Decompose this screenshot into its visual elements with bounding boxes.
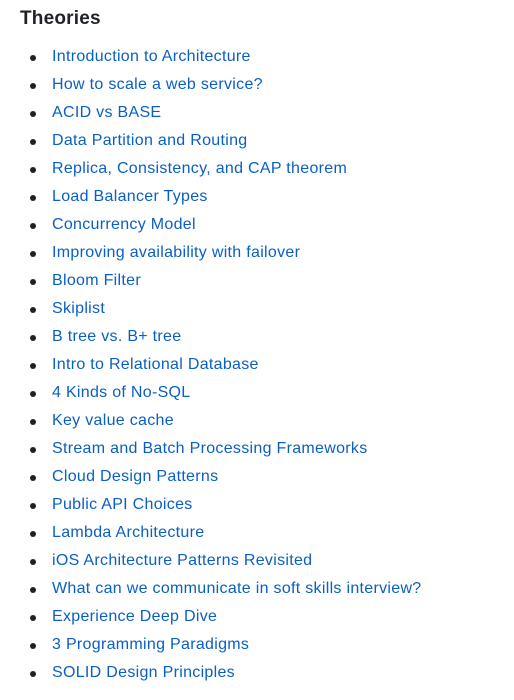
bullet-icon	[30, 111, 36, 117]
list-item: Concurrency Model	[20, 211, 514, 239]
topic-link[interactable]: ACID vs BASE	[52, 104, 162, 121]
bullet-icon	[30, 139, 36, 145]
list-item: Replica, Consistency, and CAP theorem	[20, 155, 514, 183]
bullet-icon	[30, 391, 36, 397]
topic-link[interactable]: Key value cache	[52, 412, 174, 429]
bullet-icon	[30, 671, 36, 677]
bullet-icon	[30, 195, 36, 201]
bullet-icon	[30, 503, 36, 509]
list-item: Bloom Filter	[20, 267, 514, 295]
topic-list: Introduction to Architecture How to scal…	[20, 43, 514, 687]
topic-link[interactable]: What can we communicate in soft skills i…	[52, 580, 422, 597]
list-item: Key value cache	[20, 407, 514, 435]
topic-link[interactable]: Skiplist	[52, 300, 106, 317]
topic-link[interactable]: Load Balancer Types	[52, 188, 208, 205]
bullet-icon	[30, 167, 36, 173]
topic-link[interactable]: Lambda Architecture	[52, 524, 205, 541]
topic-link[interactable]: B tree vs. B+ tree	[52, 328, 182, 345]
list-item: Intro to Relational Database	[20, 351, 514, 379]
bullet-icon	[30, 615, 36, 621]
bullet-icon	[30, 531, 36, 537]
topic-link[interactable]: Data Partition and Routing	[52, 132, 248, 149]
topic-link[interactable]: Bloom Filter	[52, 272, 141, 289]
list-item: Skiplist	[20, 295, 514, 323]
list-item: Data Partition and Routing	[20, 127, 514, 155]
topic-link[interactable]: Introduction to Architecture	[52, 48, 251, 65]
list-item: What can we communicate in soft skills i…	[20, 575, 514, 603]
list-item: iOS Architecture Patterns Revisited	[20, 547, 514, 575]
list-item: Load Balancer Types	[20, 183, 514, 211]
bullet-icon	[30, 447, 36, 453]
bullet-icon	[30, 83, 36, 89]
list-item: Improving availability with failover	[20, 239, 514, 267]
topic-link[interactable]: Concurrency Model	[52, 216, 196, 233]
topic-link[interactable]: Stream and Batch Processing Frameworks	[52, 440, 368, 457]
topic-link[interactable]: Replica, Consistency, and CAP theorem	[52, 160, 348, 177]
list-item: 4 Kinds of No-SQL	[20, 379, 514, 407]
bullet-icon	[30, 643, 36, 649]
list-item: Lambda Architecture	[20, 519, 514, 547]
bullet-icon	[30, 363, 36, 369]
bullet-icon	[30, 223, 36, 229]
section-title: Theories	[20, 8, 101, 29]
topic-link[interactable]: How to scale a web service?	[52, 76, 263, 93]
bullet-icon	[30, 587, 36, 593]
list-item: Experience Deep Dive	[20, 603, 514, 631]
bullet-icon	[30, 307, 36, 313]
topic-link[interactable]: Improving availability with failover	[52, 244, 301, 261]
list-item: ACID vs BASE	[20, 99, 514, 127]
topic-link[interactable]: iOS Architecture Patterns Revisited	[52, 552, 313, 569]
topic-link[interactable]: Public API Choices	[52, 496, 193, 513]
list-item: 3 Programming Paradigms	[20, 631, 514, 659]
list-item: B tree vs. B+ tree	[20, 323, 514, 351]
topic-link[interactable]: Experience Deep Dive	[52, 608, 218, 625]
bullet-icon	[30, 419, 36, 425]
bullet-icon	[30, 559, 36, 565]
bullet-icon	[30, 55, 36, 61]
bullet-icon	[30, 335, 36, 341]
bullet-icon	[30, 279, 36, 285]
topic-link[interactable]: Cloud Design Patterns	[52, 468, 219, 485]
list-item: Public API Choices	[20, 491, 514, 519]
topic-link[interactable]: 3 Programming Paradigms	[52, 636, 250, 653]
list-item: How to scale a web service?	[20, 71, 514, 99]
topic-link[interactable]: 4 Kinds of No-SQL	[52, 384, 191, 401]
topic-link[interactable]: Intro to Relational Database	[52, 356, 259, 373]
list-item: SOLID Design Principles	[20, 659, 514, 687]
bullet-icon	[30, 251, 36, 257]
list-item: Introduction to Architecture	[20, 43, 514, 71]
bullet-icon	[30, 475, 36, 481]
topic-link[interactable]: SOLID Design Principles	[52, 664, 235, 681]
list-item: Cloud Design Patterns	[20, 463, 514, 491]
list-item: Stream and Batch Processing Frameworks	[20, 435, 514, 463]
